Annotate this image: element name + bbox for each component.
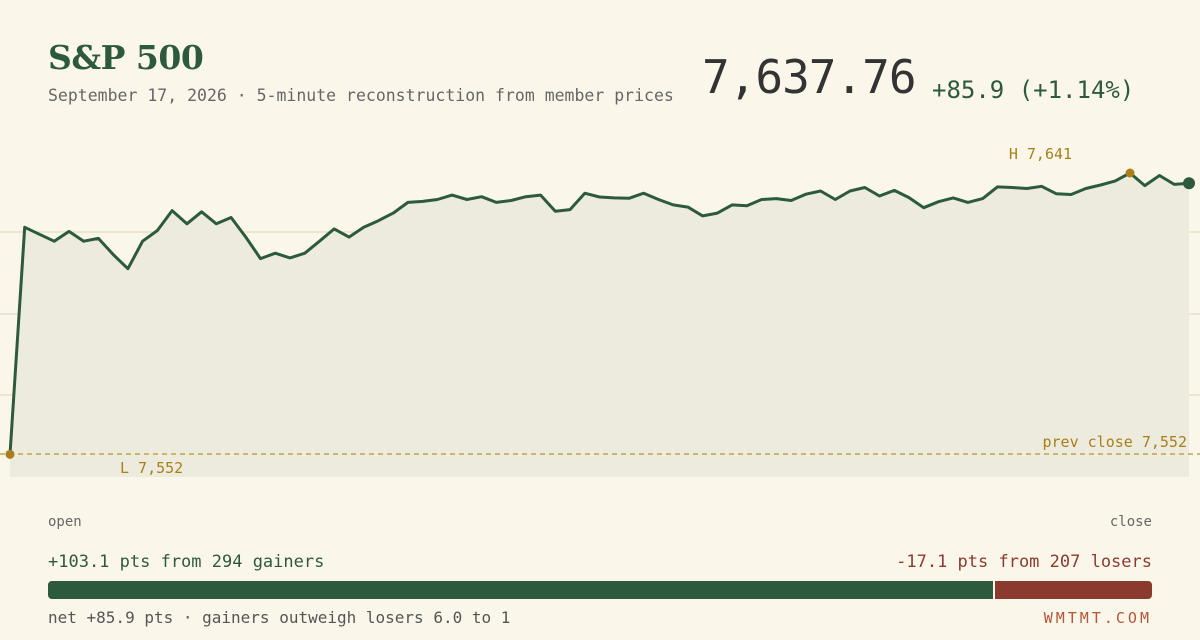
page-subtitle: September 17, 2026 · 5-minute reconstruc… [48,86,674,105]
high-marker [1125,168,1135,178]
price-area [10,173,1189,477]
price-change: +85.9 (+1.14%) [932,76,1135,104]
last-marker [1183,177,1195,190]
brand-logo: WMTMT.COM [1043,609,1152,627]
intraday-chart: H 7,641 L 7,552 prev close 7,552 [0,145,1200,477]
high-label: H 7,641 [1009,145,1072,163]
breadth-bar [48,581,1152,599]
prev-close-label: prev close 7,552 [1043,433,1188,451]
low-label: L 7,552 [120,459,183,477]
last-price: 7,637.76 [702,50,917,104]
price-line [8,171,1191,456]
losers-bar [995,581,1152,599]
net-summary: net +85.9 pts · gainers outweigh losers … [48,608,511,627]
gainers-summary: +103.1 pts from 294 gainers [48,552,325,572]
low-marker [5,449,15,459]
losers-summary: -17.1 pts from 207 losers [896,552,1152,572]
axis-open-label: open [48,514,82,530]
axis-close-label: close [1109,514,1152,530]
page-title: S&P 500 [48,38,204,77]
gainers-bar [48,581,994,599]
